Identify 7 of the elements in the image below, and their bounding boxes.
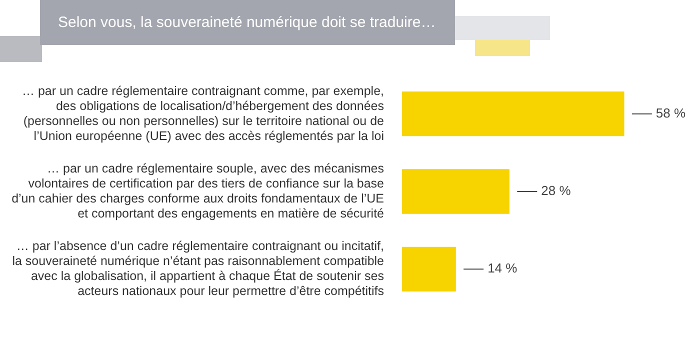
data-label: 14 % [488,260,518,276]
data-label: 58 % [656,105,686,120]
y-tick-label: … par un cadre réglementaire contraignant comme, par exemple, des obligations de localisation/d’hébergement des données (personnelles ou non personnelles) sur le territoire national ou de l’Union européenne (UE) avec des accès réglementés par la loi [22,84,384,143]
text: Selon vous, la souveraineté numérique doit se traduire… [40,0,455,45]
data-label: 28 % [541,183,572,198]
y-tick-label: … par un cadre réglementaire souple, avec des mécanismes volontaires de certification par des tiers de confiance sur la base d’un cahier des charges conforme aux droits fondamentaux de l’UE et comportant des engagements en matière de sécurité [12,161,384,220]
y-tick-label: … par l’absence d’un cadre réglementaire contraignant ou incitatif, la souveraineté numérique n’étant pas raisonnablement compatible avec la globalisation, il appartient à chaque État de soutenir ses acteurs nationaux pour leur permettre d’être compétitifs [12,239,384,298]
